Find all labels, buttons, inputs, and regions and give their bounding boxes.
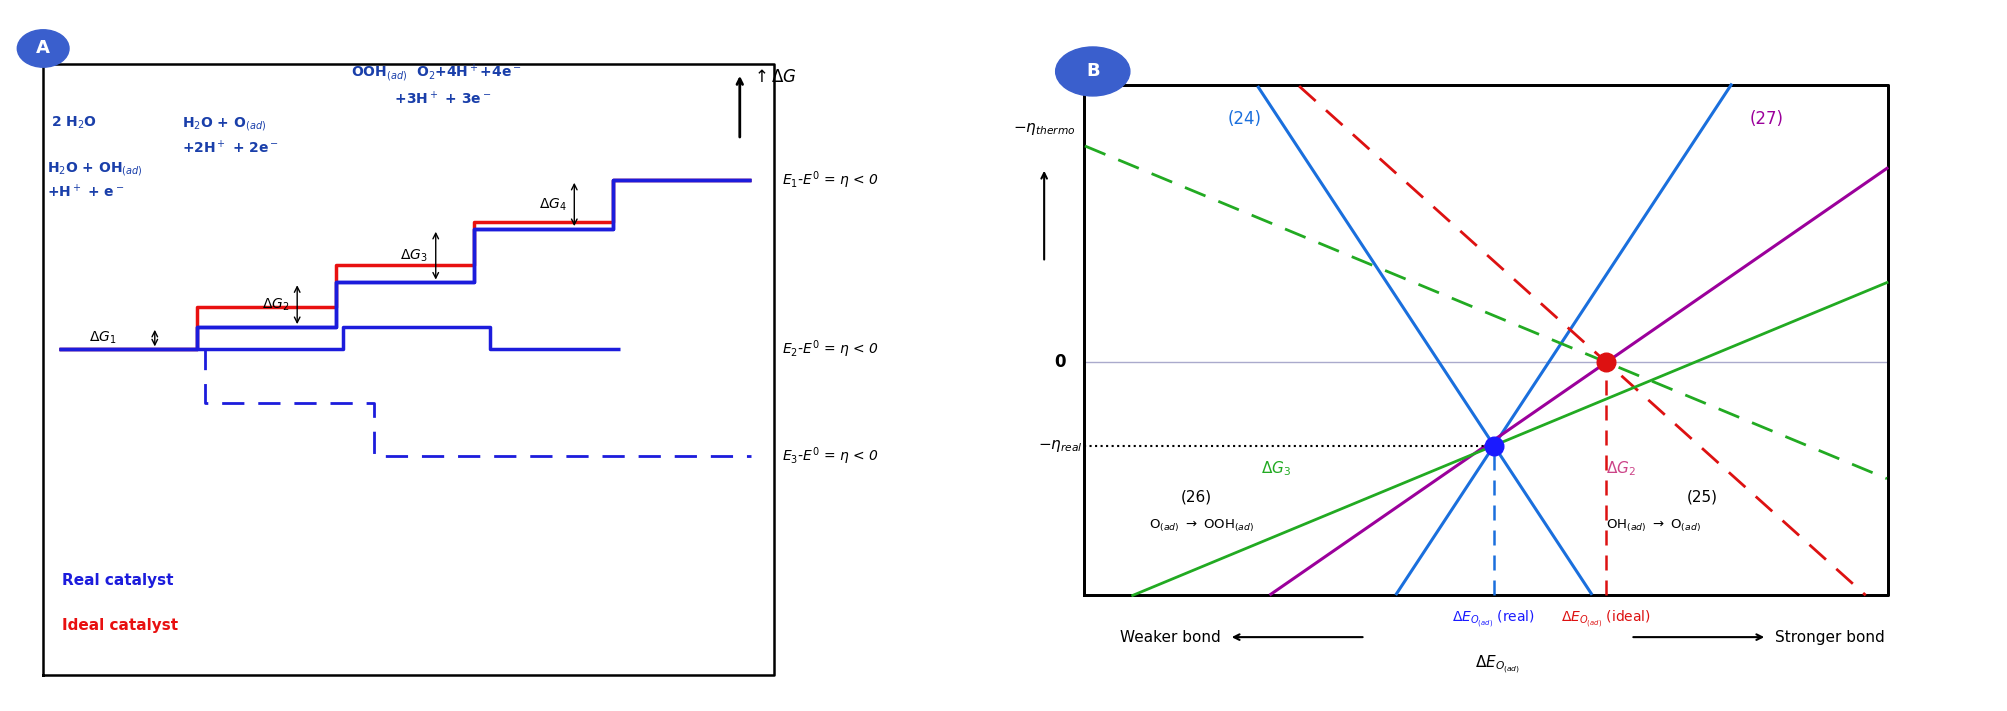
Text: Weaker bond: Weaker bond	[1120, 630, 1220, 645]
Text: A: A	[36, 40, 50, 58]
Text: $\Delta G_2$: $\Delta G_2$	[261, 296, 289, 313]
Text: Real catalyst: Real catalyst	[62, 573, 175, 589]
Text: $\mathbf{0}$: $\mathbf{0}$	[1054, 353, 1066, 371]
Text: $\Delta G_2$: $\Delta G_2$	[1606, 459, 1636, 478]
Text: (25): (25)	[1686, 489, 1716, 504]
Point	[1477, 440, 1509, 451]
Text: (26): (26)	[1180, 489, 1212, 504]
Text: $E_3$-$E^0$ = $\eta$ < 0: $E_3$-$E^0$ = $\eta$ < 0	[783, 445, 879, 467]
Text: $\Delta G_3$: $\Delta G_3$	[399, 247, 427, 264]
Text: (24): (24)	[1228, 109, 1260, 127]
Text: $\Delta E_{O_{(ad)}}$ (real): $\Delta E_{O_{(ad)}}$ (real)	[1451, 609, 1535, 631]
Text: OH$_{(ad)}$ $\rightarrow$ O$_{(ad)}$: OH$_{(ad)}$ $\rightarrow$ O$_{(ad)}$	[1606, 518, 1700, 534]
Text: O$_{(ad)}$ $\rightarrow$ OOH$_{(ad)}$: O$_{(ad)}$ $\rightarrow$ OOH$_{(ad)}$	[1148, 518, 1252, 534]
Text: (27): (27)	[1750, 109, 1782, 127]
Text: $\Delta E_{O_{(ad)}}$ (ideal): $\Delta E_{O_{(ad)}}$ (ideal)	[1561, 609, 1650, 631]
Point	[1590, 357, 1622, 368]
Text: $\Delta G_3$: $\Delta G_3$	[1260, 459, 1291, 478]
Text: $\uparrow\Delta G$: $\uparrow\Delta G$	[751, 68, 797, 86]
Text: $\Delta G_1$: $\Delta G_1$	[88, 330, 116, 346]
Text: $-\eta_{real}$: $-\eta_{real}$	[1038, 437, 1082, 454]
Circle shape	[18, 30, 68, 68]
Text: $\Delta G_4$: $\Delta G_4$	[538, 196, 566, 213]
Text: $-\eta_{thermo}$: $-\eta_{thermo}$	[1012, 121, 1076, 137]
Text: $E_1$-$E^0$ = $\eta$ < 0: $E_1$-$E^0$ = $\eta$ < 0	[783, 169, 879, 191]
Text: $E_2$-$E^0$ = $\eta$ < 0: $E_2$-$E^0$ = $\eta$ < 0	[783, 338, 879, 360]
Circle shape	[1056, 47, 1130, 96]
Text: Ideal catalyst: Ideal catalyst	[62, 618, 179, 633]
Text: Stronger bond: Stronger bond	[1774, 630, 1885, 645]
Text: 2 H$_2$O: 2 H$_2$O	[50, 114, 96, 131]
Text: $\Delta E_{O_{(ad)}}$: $\Delta E_{O_{(ad)}}$	[1475, 654, 1519, 676]
Text: B: B	[1086, 63, 1100, 80]
Text: H$_2$O + OH$_{(ad)}$
+H$^+$ + e$^-$: H$_2$O + OH$_{(ad)}$ +H$^+$ + e$^-$	[46, 160, 142, 201]
Text: H$_2$O + O$_{(ad)}$
+2H$^+$ + 2e$^-$: H$_2$O + O$_{(ad)}$ +2H$^+$ + 2e$^-$	[183, 115, 279, 156]
Text: OOH$_{(ad)}$  O$_2$+4H$^+$+4e$^-$
         +3H$^+$ + 3e$^-$: OOH$_{(ad)}$ O$_2$+4H$^+$+4e$^-$ +3H$^+$…	[351, 63, 522, 107]
